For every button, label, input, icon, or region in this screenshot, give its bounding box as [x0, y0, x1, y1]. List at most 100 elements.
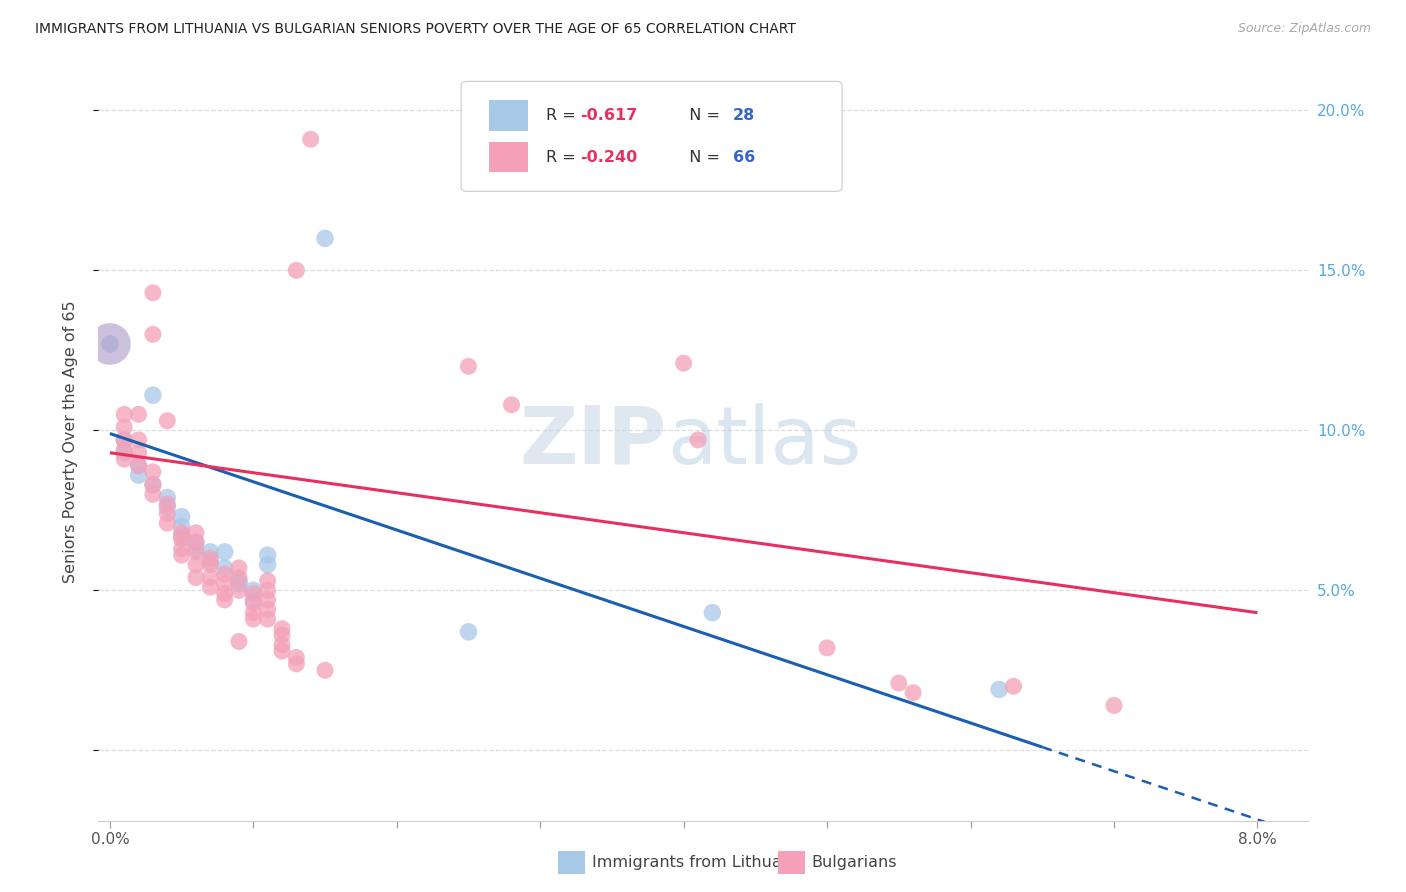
Point	[170, 532, 193, 546]
Point	[214, 567, 236, 582]
FancyBboxPatch shape	[489, 101, 527, 130]
Point	[156, 414, 179, 428]
Point	[242, 586, 264, 600]
Point	[457, 624, 479, 639]
Text: 66: 66	[734, 150, 755, 165]
Point	[271, 622, 294, 636]
Point	[200, 570, 222, 584]
Point	[170, 509, 193, 524]
Point	[228, 577, 250, 591]
Point	[242, 583, 264, 598]
Text: ZIP: ZIP	[519, 402, 666, 481]
Text: Immigrants from Lithuania: Immigrants from Lithuania	[592, 855, 806, 870]
Point	[128, 433, 150, 447]
Point	[170, 541, 193, 556]
Text: -0.240: -0.240	[579, 150, 637, 165]
FancyBboxPatch shape	[489, 142, 527, 172]
Point	[256, 602, 278, 616]
Text: 28: 28	[734, 108, 755, 123]
Point	[256, 583, 278, 598]
Point	[256, 548, 278, 562]
Point	[686, 433, 709, 447]
Point	[200, 545, 222, 559]
Point	[214, 577, 236, 591]
Text: atlas: atlas	[666, 402, 860, 481]
Point	[256, 558, 278, 572]
Y-axis label: Seniors Poverty Over the Age of 65: Seniors Poverty Over the Age of 65	[63, 301, 77, 582]
Point	[228, 583, 250, 598]
FancyBboxPatch shape	[778, 851, 804, 874]
Point	[170, 525, 193, 540]
Point	[214, 586, 236, 600]
Point	[112, 452, 135, 467]
Point	[271, 628, 294, 642]
Point	[156, 516, 179, 530]
Point	[228, 561, 250, 575]
Point	[256, 574, 278, 588]
Point	[142, 487, 165, 501]
Point	[112, 442, 135, 457]
Point	[501, 398, 523, 412]
Point	[457, 359, 479, 374]
Text: IMMIGRANTS FROM LITHUANIA VS BULGARIAN SENIORS POVERTY OVER THE AGE OF 65 CORREL: IMMIGRANTS FROM LITHUANIA VS BULGARIAN S…	[35, 22, 796, 37]
Point	[242, 596, 264, 610]
Point	[242, 593, 264, 607]
Point	[184, 558, 207, 572]
Point	[128, 408, 150, 422]
Point	[112, 433, 135, 447]
Point	[200, 554, 222, 568]
Point	[128, 458, 150, 473]
Point	[142, 477, 165, 491]
Point	[200, 580, 222, 594]
Point	[156, 500, 179, 515]
Point	[142, 465, 165, 479]
Point	[314, 231, 336, 245]
Point	[815, 640, 838, 655]
Text: Source: ZipAtlas.com: Source: ZipAtlas.com	[1237, 22, 1371, 36]
FancyBboxPatch shape	[461, 81, 842, 191]
Point	[228, 570, 250, 584]
Point	[285, 263, 308, 277]
Text: -0.617: -0.617	[579, 108, 637, 123]
Point	[112, 420, 135, 434]
Point	[1002, 679, 1025, 693]
Point	[256, 612, 278, 626]
Point	[184, 541, 207, 556]
Point	[170, 548, 193, 562]
Point	[242, 606, 264, 620]
Text: N =: N =	[679, 150, 725, 165]
Point	[142, 285, 165, 300]
Text: R =: R =	[546, 108, 581, 123]
Point	[228, 634, 250, 648]
Point	[214, 545, 236, 559]
Point	[200, 551, 222, 566]
Point	[242, 612, 264, 626]
Point	[285, 657, 308, 671]
Point	[214, 593, 236, 607]
Point	[142, 327, 165, 342]
Point	[128, 446, 150, 460]
Point	[299, 132, 322, 146]
Point	[156, 507, 179, 521]
Point	[128, 468, 150, 483]
Point	[901, 686, 924, 700]
Text: Bulgarians: Bulgarians	[811, 855, 897, 870]
Point	[200, 558, 222, 572]
Point	[672, 356, 695, 370]
Text: N =: N =	[679, 108, 725, 123]
Point	[214, 561, 236, 575]
Point	[98, 337, 121, 351]
Point	[184, 535, 207, 549]
Point	[1102, 698, 1125, 713]
Point	[184, 535, 207, 549]
Point	[142, 388, 165, 402]
Point	[170, 529, 193, 543]
Point	[156, 497, 179, 511]
Point	[98, 337, 121, 351]
Point	[142, 477, 165, 491]
Point	[156, 491, 179, 505]
Point	[271, 638, 294, 652]
Point	[184, 545, 207, 559]
Point	[314, 663, 336, 677]
FancyBboxPatch shape	[558, 851, 585, 874]
